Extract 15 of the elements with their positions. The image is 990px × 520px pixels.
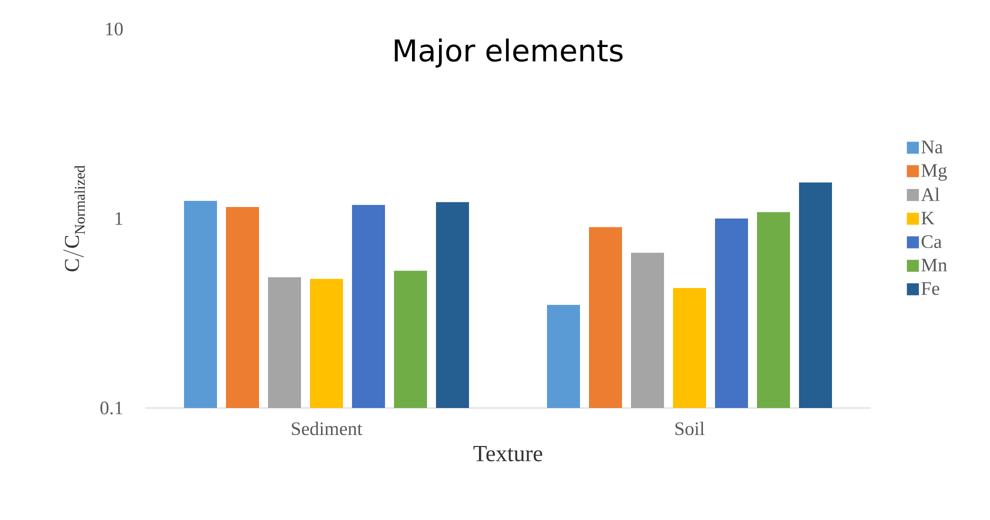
- y-tick-label: 10: [106, 22, 123, 36]
- legend-label: Mn: [921, 258, 947, 272]
- legend-label: Ca: [922, 235, 942, 248]
- x-tick-label: Soil: [675, 422, 704, 436]
- x-tick-label: Sediment: [292, 422, 362, 436]
- y-tick-label: 0.1: [100, 402, 122, 414]
- chart-title: Major elements: [394, 38, 623, 68]
- legend-label: Na: [921, 140, 943, 154]
- y-axis-title: $\mathrm{C/C}_{\mathrm{Normalized}}$: [63, 165, 85, 272]
- x-axis-title: Texture: [473, 446, 542, 462]
- legend-label: Mg: [921, 164, 947, 181]
- legend-label: K: [921, 212, 934, 224]
- legend-label: Fe: [921, 282, 940, 295]
- y-tick-label: 1: [116, 212, 122, 225]
- legend-label: Al: [921, 188, 940, 201]
